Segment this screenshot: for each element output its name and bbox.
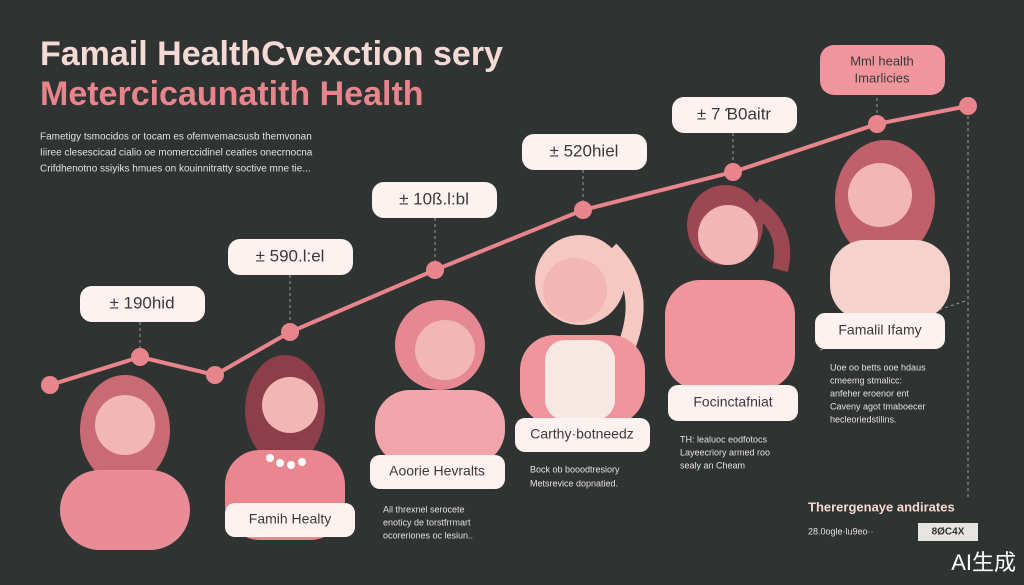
intro: Fametigy tsmocidos or tocam es ofemvemac… bbox=[40, 132, 312, 143]
callout-text: Mml health bbox=[850, 53, 914, 68]
note: Layeecriory armed roo bbox=[680, 447, 770, 457]
badge-text: 8ØC4X bbox=[932, 527, 965, 538]
intro: Crifdhenotno ssiyiks hmues on kouinnitra… bbox=[40, 164, 311, 175]
note: Uoe oo betts ooe hdaus bbox=[830, 362, 926, 372]
callout bbox=[820, 45, 945, 95]
footer-code: 28.0ogle·lu9eo·· bbox=[808, 526, 874, 536]
callout-text: Imarlicies bbox=[855, 70, 910, 85]
note: Ail threxnel serocete bbox=[383, 504, 465, 514]
figure-label: Famih Healty bbox=[249, 511, 331, 527]
watermark: AI生成 bbox=[951, 550, 1016, 575]
note: Caveny agot tmaboecer bbox=[830, 401, 926, 411]
note: TH: lealuoc eodfotocs bbox=[680, 434, 768, 444]
note: sealy an Cheam bbox=[680, 460, 745, 470]
subtitle: Metercicaunatith Health bbox=[40, 75, 424, 113]
figure-label: Carthy·botneedz bbox=[530, 426, 634, 442]
footer-title: Therergenaye andirates bbox=[808, 499, 955, 514]
points bbox=[41, 97, 977, 394]
milestone: ± 7 Ɓ0aitr bbox=[697, 104, 772, 123]
figures bbox=[60, 140, 950, 550]
note: ocoreriones oc lesiun.. bbox=[383, 530, 473, 540]
note: cmeemg stmalicc: bbox=[830, 375, 902, 385]
milestone: ± 10ß.l:bl bbox=[399, 189, 469, 208]
note: Metsrevice dopnatied. bbox=[530, 478, 618, 488]
intro: Iiiree clesescicad cialio oe momerccidin… bbox=[40, 148, 313, 159]
milestone: ± 190hid bbox=[109, 293, 174, 312]
milestone: ± 590.l:el bbox=[256, 246, 325, 265]
figure-label: Famalil Ifamy bbox=[838, 322, 921, 338]
milestone: ± 520hiel bbox=[550, 141, 619, 160]
figure-labels: Famih Healty Aoorie Hevralts Carthy·botn… bbox=[225, 313, 945, 537]
note: Bock ob booodtresiory bbox=[530, 464, 620, 474]
badge bbox=[918, 523, 978, 541]
note: hecleoriedstilins. bbox=[830, 414, 897, 424]
figure-label: Aoorie Hevralts bbox=[389, 463, 485, 479]
title: Famail HealthCvexction sery bbox=[40, 35, 503, 73]
figure-label: Focinctafniat bbox=[693, 394, 772, 410]
note: anfeher eroenor ent bbox=[830, 388, 910, 398]
notes: Ail threxnel serocete enoticy de torstfr… bbox=[383, 362, 926, 540]
milestones: ± 190hid ± 590.l:el ± 10ß.l:bl ± 520hiel… bbox=[80, 97, 797, 322]
note: enoticy de torstfrrmart bbox=[383, 517, 471, 527]
